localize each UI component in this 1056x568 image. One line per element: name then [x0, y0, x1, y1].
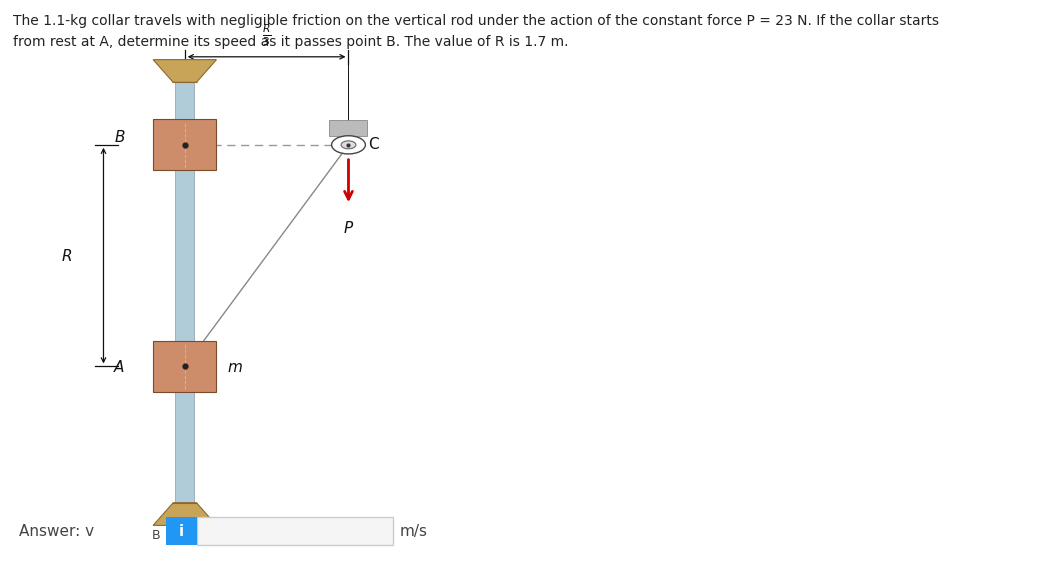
- Text: =: =: [162, 524, 180, 538]
- Text: m/s: m/s: [399, 524, 428, 538]
- Text: R: R: [61, 249, 72, 264]
- FancyBboxPatch shape: [153, 341, 216, 392]
- Text: P: P: [344, 221, 353, 236]
- Text: i: i: [180, 524, 184, 538]
- FancyBboxPatch shape: [153, 119, 216, 170]
- FancyBboxPatch shape: [329, 120, 367, 136]
- FancyBboxPatch shape: [175, 82, 194, 503]
- Text: $\frac{R}{3}$: $\frac{R}{3}$: [262, 23, 271, 48]
- Polygon shape: [153, 60, 216, 82]
- Text: m: m: [227, 360, 242, 375]
- Text: B: B: [114, 130, 125, 145]
- Circle shape: [332, 136, 365, 154]
- Text: Answer: v: Answer: v: [19, 524, 94, 538]
- Text: The 1.1-kg collar travels with negligible friction on the vertical rod under the: The 1.1-kg collar travels with negligibl…: [13, 14, 939, 49]
- Text: A: A: [114, 360, 125, 375]
- Text: C: C: [369, 137, 379, 152]
- Text: B: B: [152, 529, 161, 542]
- Polygon shape: [153, 503, 216, 525]
- Circle shape: [341, 141, 356, 149]
